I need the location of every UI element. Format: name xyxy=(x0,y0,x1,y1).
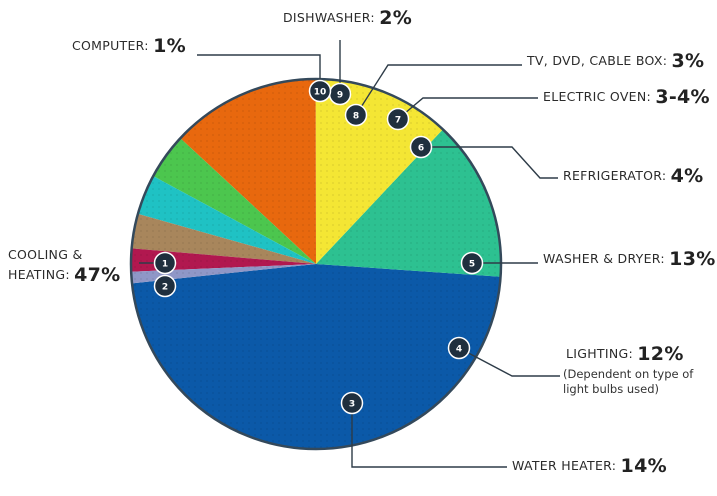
category-name: HEATING: xyxy=(8,267,74,282)
slice-category-label: COMPUTER: 1% xyxy=(72,35,186,57)
slice-number-badge: 9 xyxy=(328,82,352,106)
category-name: DISHWASHER: xyxy=(283,10,379,25)
badge-circle xyxy=(153,274,177,298)
slice-category-label: COOLING & xyxy=(8,247,83,262)
pie-slice-texture xyxy=(132,264,501,450)
badge-circle xyxy=(409,135,433,159)
slice-number-badge: 2 xyxy=(153,274,177,298)
slice-note: light bulbs used) xyxy=(563,382,659,396)
category-name: TV, DVD, CABLE BOX: xyxy=(526,53,672,68)
badge-circle xyxy=(153,251,177,275)
badge-number: 1 xyxy=(162,259,168,269)
slice-value-label: 12% xyxy=(637,343,683,365)
category-name: COMPUTER: xyxy=(72,38,153,53)
badge-circle xyxy=(447,336,471,360)
slice-note: (Dependent on type of xyxy=(563,367,694,381)
slice-category-label: REFRIGERATOR: 4% xyxy=(563,165,704,187)
slice-value-label: 14% xyxy=(621,455,667,477)
badge-number: 7 xyxy=(395,115,401,125)
category-name: ELECTRIC OVEN: xyxy=(543,89,655,104)
category-name: WATER HEATER: xyxy=(512,458,621,473)
pie-slice-texture xyxy=(131,264,316,284)
badge-number: 4 xyxy=(456,344,462,354)
slice-number-badge: 7 xyxy=(386,107,410,131)
pie-slice-texture xyxy=(130,248,316,272)
slice-number-badge: 8 xyxy=(344,103,368,127)
leader-line xyxy=(351,403,507,468)
slice-number-badge: 4 xyxy=(447,336,471,360)
leader-line xyxy=(197,54,321,91)
badge-circle xyxy=(340,391,364,415)
badge-number: 6 xyxy=(418,143,424,153)
pie-slice-texture xyxy=(137,176,316,264)
slice-value-label: 2% xyxy=(379,7,412,29)
leader-line xyxy=(421,146,558,179)
slice-value-label: 3-4% xyxy=(655,86,710,108)
category-name: WASHER & DRYER: xyxy=(543,251,669,266)
slice-label: DISHWASHER: 2% xyxy=(283,7,412,29)
slice-number-badge: 3 xyxy=(340,391,364,415)
slice-label: ELECTRIC OVEN: 3-4% xyxy=(543,86,710,108)
badge-circle xyxy=(308,79,332,103)
slice-number-badge: 5 xyxy=(460,251,484,275)
slice-number-badge: 6 xyxy=(409,135,433,159)
slice-label: LIGHTING: 12% (Dependent on type oflight … xyxy=(563,343,694,396)
badge-number: 3 xyxy=(349,399,355,409)
category-name: LIGHTING: xyxy=(566,346,637,361)
slice-number-badge: 10 xyxy=(308,79,332,103)
slice-value-label: 3% xyxy=(672,50,705,72)
slice-label: WATER HEATER: 14% xyxy=(512,455,667,477)
slice-category-label: TV, DVD, CABLE BOX: 3% xyxy=(526,50,704,72)
slice-value-label: 47% xyxy=(74,264,120,286)
pie-slice-texture xyxy=(153,138,316,264)
slice-label: REFRIGERATOR: 4% xyxy=(563,165,704,187)
slice-label: COOLING & HEATING: 47% xyxy=(8,247,121,286)
slice-value-label: 13% xyxy=(669,248,715,270)
leader-line xyxy=(458,347,560,377)
pie-slice-texture xyxy=(180,79,316,264)
badge-number: 9 xyxy=(337,90,343,100)
pie-outline xyxy=(129,77,503,451)
badge-circle xyxy=(344,103,368,127)
pie-slice-texture xyxy=(131,213,316,264)
leader-line xyxy=(355,64,522,116)
slice-category-label: ELECTRIC OVEN: 3-4% xyxy=(543,86,710,108)
slice-category-label: HEATING: 47% xyxy=(8,264,121,286)
slice-value-label: 4% xyxy=(671,165,704,187)
slice-value-label: 1% xyxy=(153,35,186,57)
badge-number: 8 xyxy=(353,111,359,121)
slice-label: WASHER & DRYER: 13% xyxy=(543,248,716,270)
badge-circle xyxy=(386,107,410,131)
slice-category-label: LIGHTING: 12% xyxy=(566,343,684,365)
badge-number: 10 xyxy=(314,87,327,97)
slice-label: TV, DVD, CABLE BOX: 3% xyxy=(526,50,704,72)
badge-number: 2 xyxy=(162,282,168,292)
badge-circle xyxy=(460,251,484,275)
slice-number-badge: 1 xyxy=(153,251,177,275)
category-name: REFRIGERATOR: xyxy=(563,168,671,183)
slice-category-label: WASHER & DRYER: 13% xyxy=(543,248,716,270)
badge-number: 5 xyxy=(469,259,475,269)
pie-slice-texture xyxy=(315,78,443,265)
slice-label: COMPUTER: 1% xyxy=(72,35,186,57)
slice-category-label: WATER HEATER: 14% xyxy=(512,455,667,477)
pie-slice-texture xyxy=(316,129,501,277)
slice-category-label: DISHWASHER: 2% xyxy=(283,7,412,29)
